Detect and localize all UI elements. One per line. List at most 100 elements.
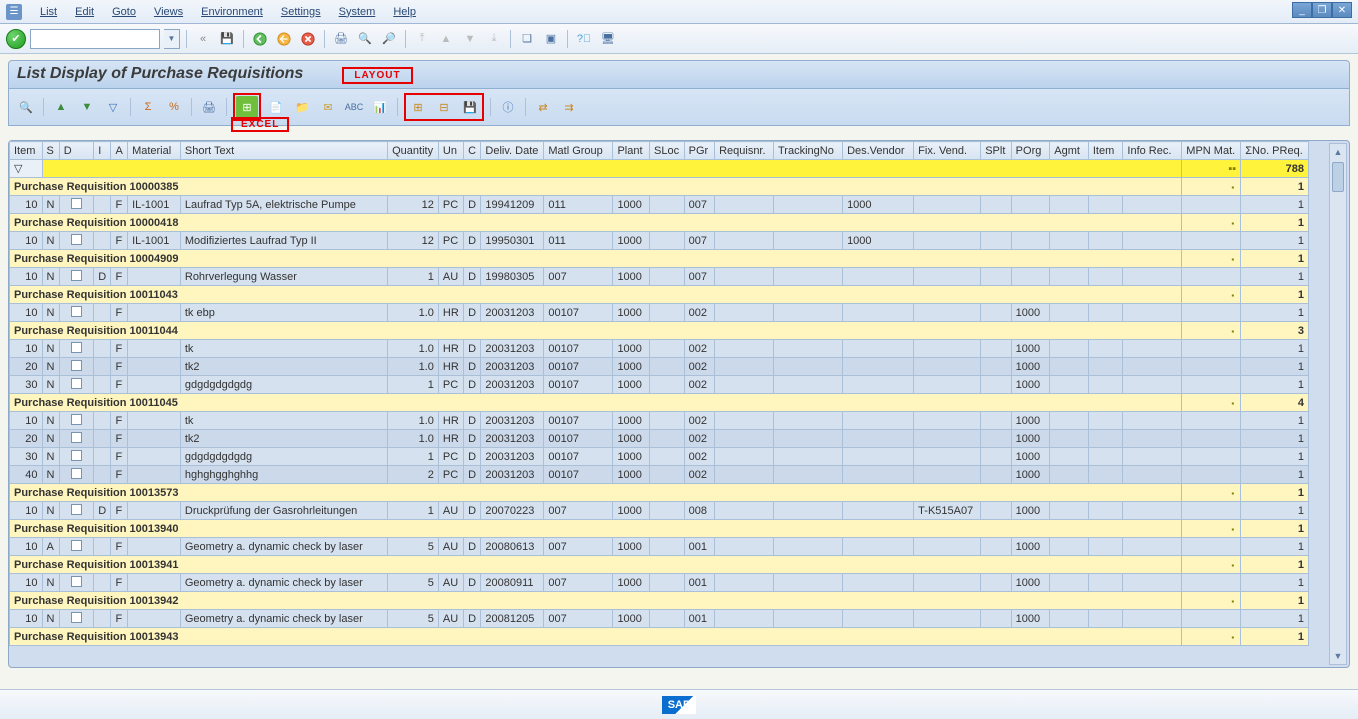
- col-npreq[interactable]: ΣNo. PReq.: [1241, 142, 1309, 160]
- new-session-icon[interactable]: ❏: [517, 29, 537, 49]
- group-row[interactable]: Purchase Requisition 100139401: [10, 520, 1309, 538]
- col-inforec[interactable]: Info Rec.: [1123, 142, 1182, 160]
- prev-page-icon[interactable]: ▲: [436, 29, 456, 49]
- group-row[interactable]: Purchase Requisition 100139421: [10, 592, 1309, 610]
- filter-funnel-icon[interactable]: ▽: [14, 162, 26, 174]
- table-row[interactable]: 10NDFRohrverlegung Wasser1AUD19980305007…: [10, 268, 1309, 286]
- scrollbar-thumb[interactable]: [1332, 162, 1344, 192]
- checkbox[interactable]: [71, 234, 82, 245]
- col-quantity[interactable]: Quantity: [388, 142, 439, 160]
- minimize-button[interactable]: _: [1292, 2, 1312, 18]
- checkbox[interactable]: [71, 504, 82, 515]
- restore-button[interactable]: ❐: [1312, 2, 1332, 18]
- change-layout-icon[interactable]: ⊞: [407, 96, 429, 118]
- last-page-icon[interactable]: ⤓: [484, 29, 504, 49]
- checkbox[interactable]: [71, 198, 82, 209]
- menu-views[interactable]: Views: [154, 6, 183, 18]
- col-requisnr[interactable]: Requisnr.: [715, 142, 774, 160]
- table-row[interactable]: 10NDFDruckprüfung der Gasrohrleitungen1A…: [10, 502, 1309, 520]
- col-un[interactable]: Un: [438, 142, 463, 160]
- checkbox[interactable]: [71, 378, 82, 389]
- save-icon[interactable]: 💾: [217, 29, 237, 49]
- word-export-icon[interactable]: 📄: [265, 96, 287, 118]
- select-layout-icon[interactable]: ⊟: [433, 96, 455, 118]
- table-row[interactable]: 10NFIL-1001Modifiziertes Laufrad Typ II1…: [10, 232, 1309, 250]
- col-trackingno[interactable]: TrackingNo: [773, 142, 842, 160]
- checkbox[interactable]: [71, 612, 82, 623]
- abc-icon[interactable]: ABC: [343, 96, 365, 118]
- close-button[interactable]: ✕: [1332, 2, 1352, 18]
- checkbox[interactable]: [71, 414, 82, 425]
- menu-system[interactable]: System: [339, 6, 376, 18]
- col-desvendor[interactable]: Des.Vendor: [843, 142, 914, 160]
- group-row[interactable]: Purchase Requisition 100135731: [10, 484, 1309, 502]
- table-row[interactable]: 10NFtk1.0HRD2003120300107100000210001: [10, 412, 1309, 430]
- find-icon[interactable]: 🔍: [355, 29, 375, 49]
- checkbox[interactable]: [71, 450, 82, 461]
- group-row[interactable]: Purchase Requisition 100110431: [10, 286, 1309, 304]
- print-icon[interactable]: 🖨: [331, 29, 351, 49]
- table-row[interactable]: 40NFhghghgghghhg2PCD20031203001071000002…: [10, 466, 1309, 484]
- mail-icon[interactable]: ✉: [317, 96, 339, 118]
- table-row[interactable]: 30NFgdgdgdgdgdg1PCD200312030010710000021…: [10, 448, 1309, 466]
- col-d[interactable]: D: [59, 142, 94, 160]
- vertical-scrollbar[interactable]: ▲ ▼: [1329, 143, 1347, 665]
- col-fixvend[interactable]: Fix. Vend.: [914, 142, 981, 160]
- col-shorttext[interactable]: Short Text: [180, 142, 387, 160]
- subtotal-icon[interactable]: %: [163, 96, 185, 118]
- first-page-icon[interactable]: ⤒: [412, 29, 432, 49]
- group-row[interactable]: Purchase Requisition 100139411: [10, 556, 1309, 574]
- col-splt[interactable]: SPlt: [981, 142, 1011, 160]
- checkbox[interactable]: [71, 540, 82, 551]
- group-row[interactable]: Purchase Requisition 100049091: [10, 250, 1309, 268]
- find-next-icon[interactable]: 🔎: [379, 29, 399, 49]
- print-preview-icon[interactable]: 🖨: [198, 96, 220, 118]
- exit-button[interactable]: [274, 29, 294, 49]
- scroll-up-icon[interactable]: ▲: [1330, 144, 1346, 160]
- col-pgr[interactable]: PGr: [684, 142, 714, 160]
- table-row[interactable]: 10NFtk ebp1.0HRD200312030010710000021000…: [10, 304, 1309, 322]
- back-button[interactable]: [250, 29, 270, 49]
- save-layout-icon[interactable]: 💾: [459, 96, 481, 118]
- table-row[interactable]: 20NFtk21.0HRD2003120300107100000210001: [10, 358, 1309, 376]
- col-porg[interactable]: POrg: [1011, 142, 1050, 160]
- back-double-icon[interactable]: «: [193, 29, 213, 49]
- group-row[interactable]: Purchase Requisition 100139431: [10, 628, 1309, 646]
- scroll-down-icon[interactable]: ▼: [1330, 648, 1346, 664]
- enter-button[interactable]: ✔: [6, 29, 26, 49]
- table-row[interactable]: 10AFGeometry a. dynamic check by laser5A…: [10, 538, 1309, 556]
- assign-icon[interactable]: ⇄: [532, 96, 554, 118]
- checkbox[interactable]: [71, 360, 82, 371]
- help-icon[interactable]: ?⃝: [574, 29, 594, 49]
- sort-desc-icon[interactable]: ▼: [76, 96, 98, 118]
- excel-export-icon[interactable]: ⊞: [236, 96, 258, 118]
- table-row[interactable]: 10NFGeometry a. dynamic check by laser5A…: [10, 610, 1309, 628]
- cancel-button[interactable]: [298, 29, 318, 49]
- col-plant[interactable]: Plant: [613, 142, 650, 160]
- filter-row[interactable]: ▽ ▪▪ 788: [10, 160, 1309, 178]
- table-row[interactable]: 10NFGeometry a. dynamic check by laser5A…: [10, 574, 1309, 592]
- col-delivdate[interactable]: Deliv. Date: [481, 142, 544, 160]
- group-row[interactable]: Purchase Requisition 100110454: [10, 394, 1309, 412]
- menu-list[interactable]: List: [40, 6, 57, 18]
- checkbox[interactable]: [71, 468, 82, 479]
- col-i[interactable]: I: [94, 142, 111, 160]
- app-icon[interactable]: ☰: [6, 4, 22, 20]
- group-row[interactable]: Purchase Requisition 100004181: [10, 214, 1309, 232]
- col-item[interactable]: Item: [10, 142, 43, 160]
- table-row[interactable]: 10NFtk1.0HRD2003120300107100000210001: [10, 340, 1309, 358]
- menu-edit[interactable]: Edit: [75, 6, 94, 18]
- col-c[interactable]: C: [464, 142, 481, 160]
- col-s[interactable]: S: [42, 142, 59, 160]
- info-icon[interactable]: ⓘ: [497, 96, 519, 118]
- layout-settings-icon[interactable]: 🖥: [598, 29, 618, 49]
- checkbox[interactable]: [71, 306, 82, 317]
- generate-shortcut-icon[interactable]: ▣: [541, 29, 561, 49]
- col-mpn[interactable]: MPN Mat.: [1182, 142, 1241, 160]
- release-icon[interactable]: ⇉: [558, 96, 580, 118]
- col-sloc[interactable]: SLoc: [650, 142, 685, 160]
- table-row[interactable]: 20NFtk21.0HRD2003120300107100000210001: [10, 430, 1309, 448]
- col-material[interactable]: Material: [128, 142, 181, 160]
- next-page-icon[interactable]: ▼: [460, 29, 480, 49]
- menu-settings[interactable]: Settings: [281, 6, 321, 18]
